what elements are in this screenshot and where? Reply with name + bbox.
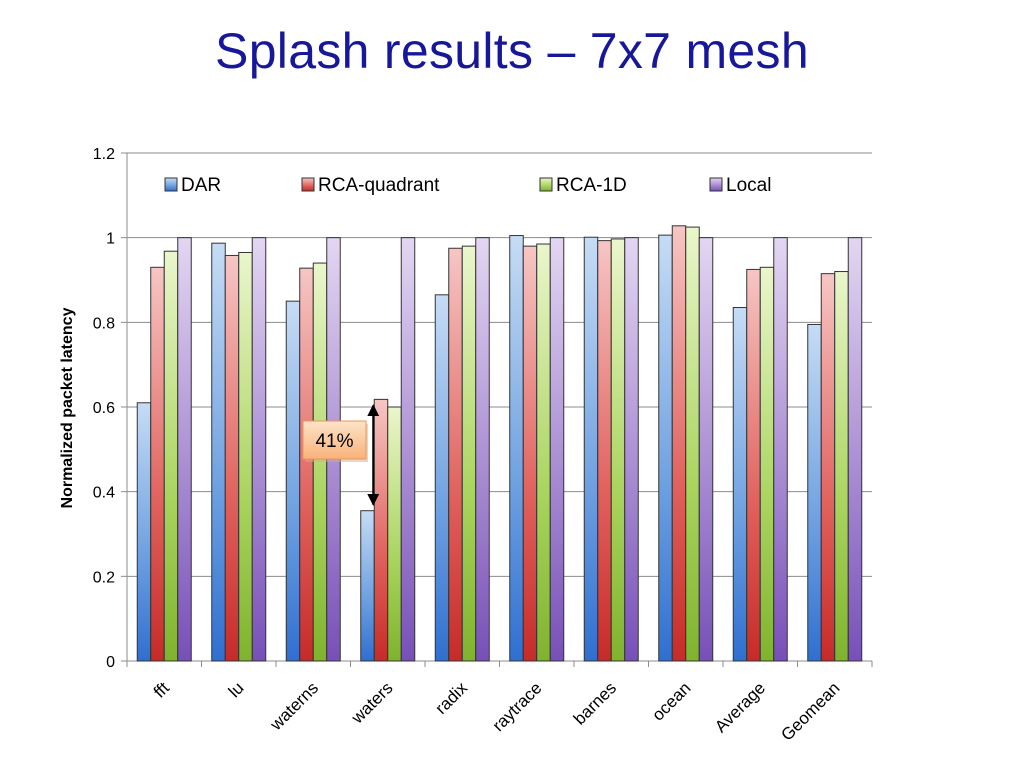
bar-rca-1d-waters	[387, 406, 402, 662]
y-tick-label: 1	[106, 231, 115, 248]
x-category-label: waterns	[266, 678, 322, 734]
x-category-label: Average	[711, 678, 769, 736]
bar-rca-quadrant-lu	[224, 254, 240, 662]
bar-rca-quadrant-ocean	[671, 225, 687, 662]
y-tick-label: 0.8	[93, 315, 115, 332]
bar-dar-lu	[211, 242, 226, 662]
x-category-label: Geomean	[777, 678, 843, 744]
bar-rca-quadrant-waters	[373, 398, 389, 662]
bar-dar-ocean	[658, 234, 673, 662]
bar-local-lu	[251, 237, 267, 662]
bar-rca-quadrant-waterns	[299, 267, 314, 662]
bar-dar-average	[732, 307, 748, 662]
bar-dar-fft	[136, 402, 152, 662]
bar-rca-quadrant-average	[746, 268, 761, 662]
callout-box	[302, 420, 367, 460]
bars	[136, 225, 863, 662]
bar-local-raytrace	[549, 237, 565, 662]
bar-rca-1d-ocean	[685, 226, 700, 662]
bar-dar-waters	[360, 510, 375, 662]
bar-rca-1d-lu	[238, 251, 253, 662]
bar-rca-1d-fft	[163, 250, 179, 662]
bar-rca-quadrant-geomean	[820, 273, 836, 662]
bar-rca-1d-radix	[461, 245, 477, 662]
y-tick-label: 1.2	[93, 146, 115, 163]
bar-dar-raytrace	[509, 235, 524, 662]
y-tick-label: 0	[106, 654, 115, 671]
bar-dar-barnes	[583, 236, 599, 662]
bar-local-ocean	[698, 237, 714, 662]
bar-rca-1d-raytrace	[536, 243, 551, 662]
legend-label: Local	[726, 175, 771, 196]
x-category-label: barnes	[570, 678, 620, 728]
bar-rca-quadrant-raytrace	[522, 245, 538, 662]
bar-local-fft	[177, 237, 192, 662]
y-tick-label: 0.4	[93, 485, 115, 502]
x-category-label: raytrace	[489, 678, 546, 735]
bar-rca-1d-average	[759, 266, 775, 662]
x-category-label: waters	[347, 678, 397, 728]
callout: 41%	[302, 404, 380, 506]
legend-swatch-local	[709, 177, 723, 192]
slide-title: Splash results – 7x7 mesh	[215, 23, 809, 79]
legend-swatch-dar	[164, 177, 178, 192]
bar-local-average	[773, 237, 788, 662]
legend-label: RCA-1D	[556, 175, 627, 196]
x-category-label: fft	[150, 678, 173, 701]
bar-dar-geomean	[807, 323, 822, 662]
x-category-label: radix	[432, 678, 472, 718]
bar-rca-quadrant-radix	[448, 247, 463, 662]
legend-swatch-rca-1d	[539, 177, 553, 192]
bar-local-radix	[475, 237, 490, 662]
bar-rca-1d-barnes	[610, 238, 626, 662]
x-category-label: lu	[225, 678, 248, 701]
bar-local-barnes	[624, 237, 639, 662]
bar-local-waters	[400, 237, 416, 662]
y-tick-label: 0.6	[93, 400, 115, 417]
legend-label: DAR	[181, 175, 221, 196]
x-category-label: ocean	[648, 678, 694, 724]
y-axis-title: Normalized packet latency	[59, 307, 76, 508]
bar-rca-1d-waterns	[312, 262, 328, 662]
bar-rca-quadrant-barnes	[597, 240, 612, 662]
legend-swatch-rca-quadrant	[301, 177, 315, 192]
bar-dar-waterns	[285, 300, 301, 662]
bar-rca-quadrant-fft	[150, 266, 165, 662]
bar-local-geomean	[847, 237, 863, 662]
legend: DAR RCA-quadrant RCA-1D Local	[164, 175, 771, 196]
legend-label: RCA-quadrant	[318, 175, 440, 196]
callout-label: 41%	[315, 431, 353, 452]
bar-rca-1d-geomean	[834, 271, 849, 662]
y-tick-label: 0.2	[93, 569, 115, 586]
bar-dar-radix	[434, 294, 450, 662]
